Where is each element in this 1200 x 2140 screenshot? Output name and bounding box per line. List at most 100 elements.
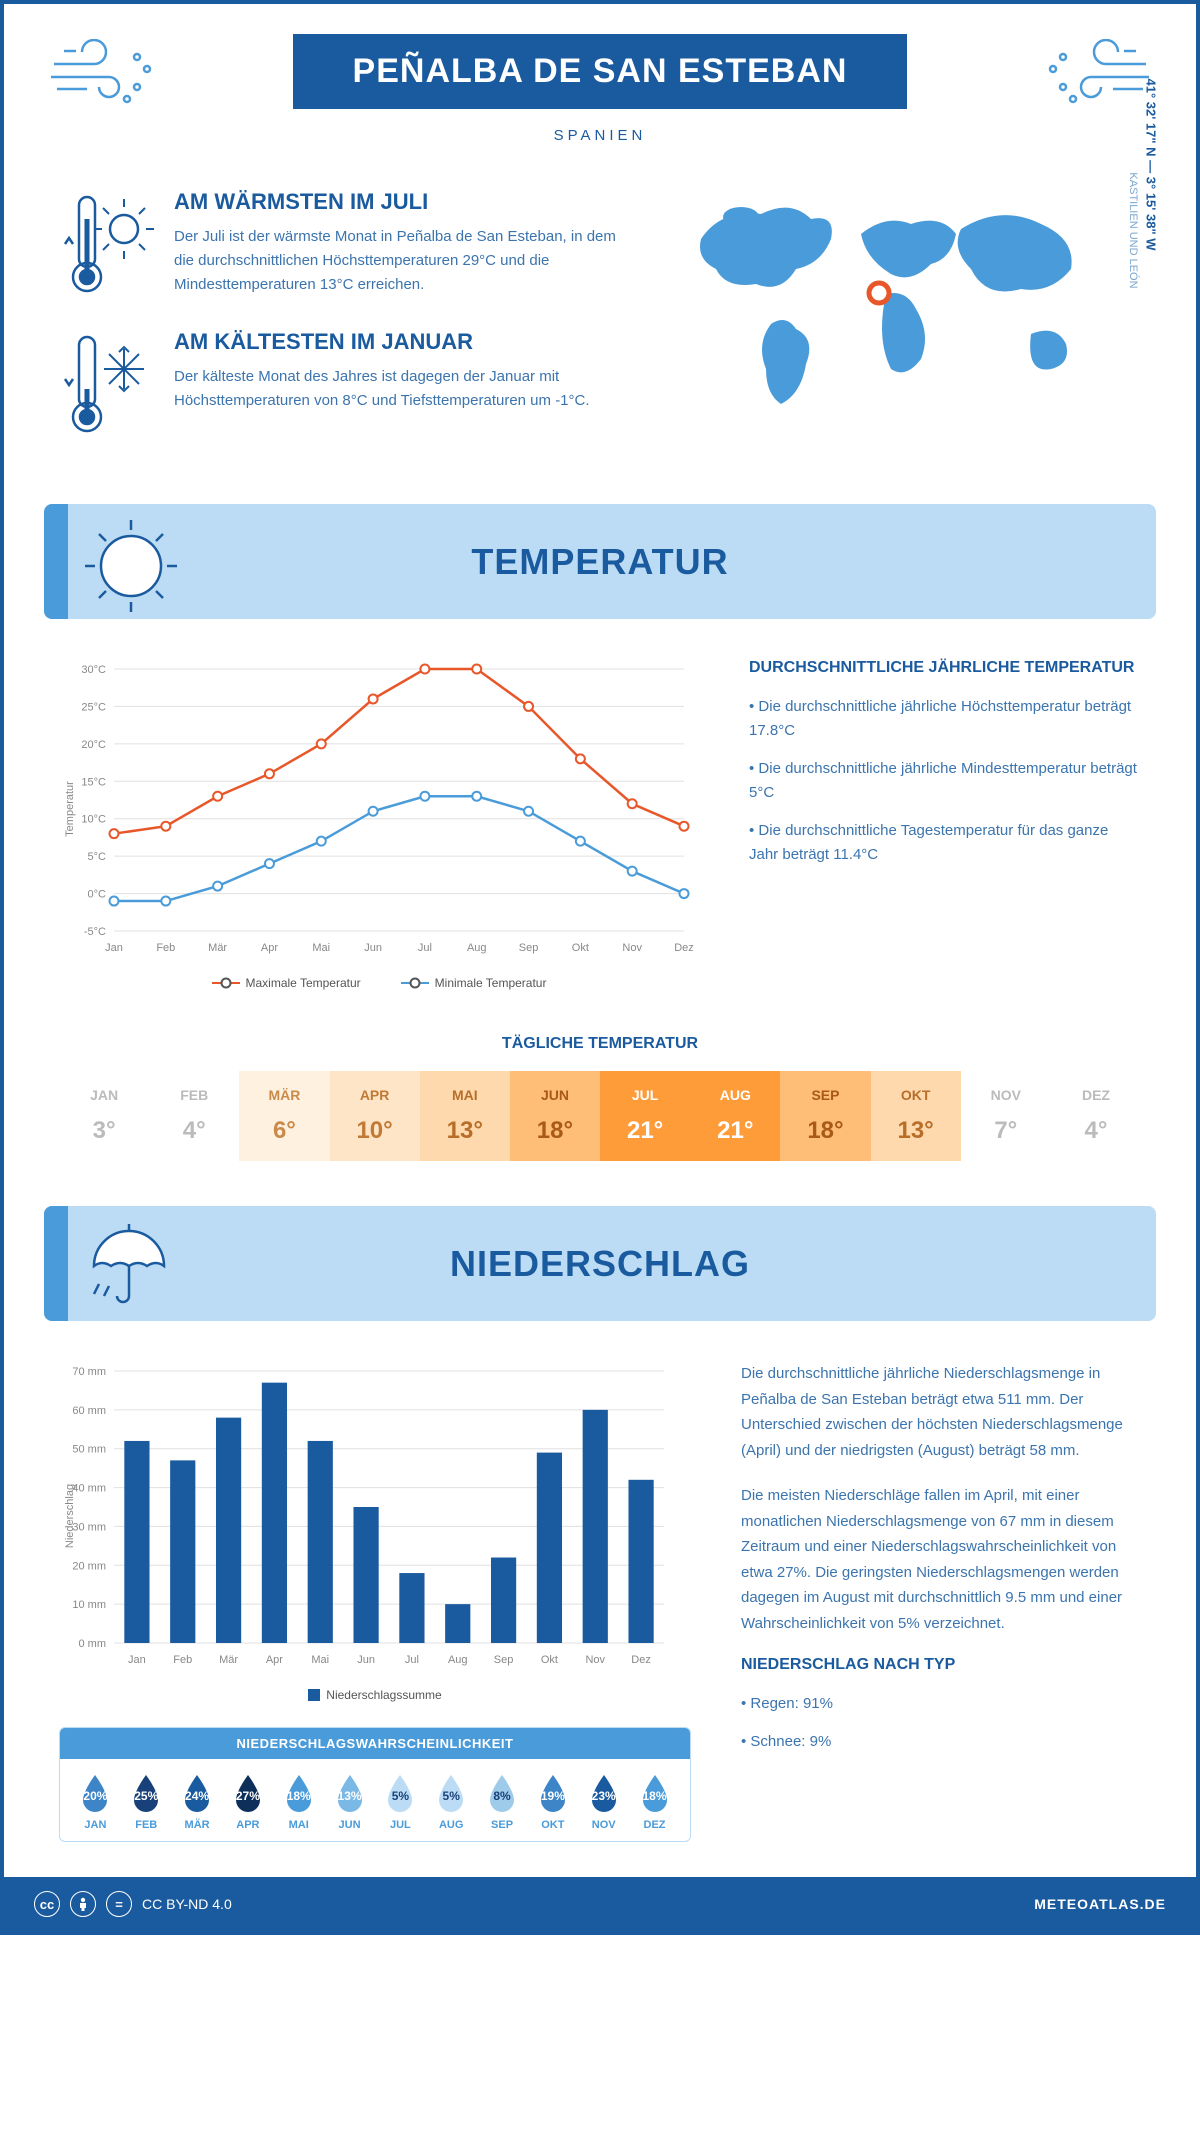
prob-cell: 25% FEB — [121, 1773, 172, 1831]
license-text: CC BY-ND 4.0 — [142, 1896, 232, 1912]
intro-text-column: AM WÄRMSTEN IM JULI Der Juli ist der wär… — [59, 189, 621, 469]
svg-text:Mär: Mär — [208, 942, 227, 954]
temperature-chart: -5°C0°C5°C10°C15°C20°C25°C30°CJanFebMärA… — [59, 659, 699, 990]
daily-temp-cell: DEZ4° — [1051, 1071, 1141, 1161]
prob-cell: 18% DEZ — [629, 1773, 680, 1831]
svg-text:Jun: Jun — [364, 942, 382, 954]
svg-text:Nov: Nov — [622, 942, 642, 954]
footer: cc = CC BY-ND 4.0 METEOATLAS.DE — [4, 1877, 1196, 1931]
coldest-text: Der kälteste Monat des Jahres ist dagege… — [174, 365, 621, 413]
svg-text:Mai: Mai — [312, 942, 330, 954]
by-icon — [70, 1891, 96, 1917]
svg-text:50 mm: 50 mm — [72, 1444, 106, 1456]
svg-text:Temperatur: Temperatur — [64, 781, 76, 837]
legend-max-label: Maximale Temperatur — [246, 976, 361, 990]
svg-text:Jun: Jun — [357, 1654, 375, 1666]
svg-text:70 mm: 70 mm — [72, 1366, 106, 1378]
svg-text:60 mm: 60 mm — [72, 1405, 106, 1417]
daily-temp-cell: JUN18° — [510, 1071, 600, 1161]
svg-text:20 mm: 20 mm — [72, 1560, 106, 1572]
svg-text:Apr: Apr — [261, 942, 278, 954]
brand: METEOATLAS.DE — [1034, 1896, 1166, 1912]
prob-cell: 23% NOV — [578, 1773, 629, 1831]
svg-text:30 mm: 30 mm — [72, 1521, 106, 1533]
svg-text:Jan: Jan — [105, 942, 123, 954]
svg-text:-5°C: -5°C — [84, 926, 106, 938]
daily-temp-cell: FEB4° — [149, 1071, 239, 1161]
svg-text:10 mm: 10 mm — [72, 1599, 106, 1611]
temperature-content: -5°C0°C5°C10°C15°C20°C25°C30°CJanFebMärA… — [4, 619, 1196, 1010]
license-block: cc = CC BY-ND 4.0 — [34, 1891, 232, 1917]
precipitation-probability-box: NIEDERSCHLAGSWAHRSCHEINLICHKEIT 20% JAN … — [59, 1727, 691, 1842]
precipitation-bar-chart: 0 mm 10 mm 20 mm 30 mm 40 mm 50 mm 60 mm 70 mm J… — [59, 1361, 679, 1671]
precipitation-charts: 0 mm 10 mm 20 mm 30 mm 40 mm 50 mm 60 mm 70 mm J… — [59, 1361, 691, 1842]
thermometer-cold-icon — [59, 329, 154, 439]
cc-icon: cc — [34, 1891, 60, 1917]
svg-text:20°C: 20°C — [81, 739, 106, 751]
prob-cell: 19% OKT — [527, 1773, 578, 1831]
precip-type-snow: • Schnee: 9% — [741, 1730, 1141, 1754]
coldest-block: AM KÄLTESTEN IM JANUAR Der kälteste Mona… — [59, 329, 621, 439]
prob-cell: 18% MAI — [273, 1773, 324, 1831]
svg-text:Okt: Okt — [541, 1654, 558, 1666]
page-title: PEÑALBA DE SAN ESTEBAN — [293, 34, 908, 109]
prob-cell: 24% MÄR — [172, 1773, 223, 1831]
precipitation-banner: NIEDERSCHLAG — [44, 1206, 1156, 1321]
infographic-page: PEÑALBA DE SAN ESTEBAN SPANIEN — [0, 0, 1200, 1935]
daily-temp-cell: MÄR6° — [239, 1071, 329, 1161]
prob-cell: 8% SEP — [477, 1773, 528, 1831]
precip-type-rain: • Regen: 91% — [741, 1692, 1141, 1716]
svg-text:30°C: 30°C — [81, 664, 106, 676]
svg-text:Okt: Okt — [572, 942, 589, 954]
daily-temp-cell: APR10° — [330, 1071, 420, 1161]
warmest-title: AM WÄRMSTEN IM JULI — [174, 189, 621, 215]
world-map-block: 41° 32' 17" N — 3° 15' 38" W KASTILIEN U… — [661, 189, 1141, 469]
header: PEÑALBA DE SAN ESTEBAN SPANIEN — [4, 4, 1196, 164]
svg-text:0 mm: 0 mm — [79, 1638, 107, 1650]
svg-text:Feb: Feb — [156, 942, 175, 954]
prob-cell: 5% AUG — [426, 1773, 477, 1831]
daily-temp-cell: MAI13° — [420, 1071, 510, 1161]
world-map-icon — [661, 189, 1121, 429]
umbrella-icon — [79, 1216, 179, 1316]
svg-text:15°C: 15°C — [81, 776, 106, 788]
temp-summary-title: DURCHSCHNITTLICHE JÄHRLICHE TEMPERATUR — [749, 659, 1141, 677]
precipitation-content: 0 mm 10 mm 20 mm 30 mm 40 mm 50 mm 60 mm 70 mm J… — [4, 1321, 1196, 1877]
svg-text:Sep: Sep — [519, 942, 539, 954]
svg-text:Dez: Dez — [674, 942, 694, 954]
temperature-banner: TEMPERATUR — [44, 504, 1156, 619]
precip-legend: Niederschlagssumme — [59, 1688, 691, 1702]
temperature-banner-title: TEMPERATUR — [471, 541, 728, 583]
precip-text: Die meisten Niederschläge fallen im Apri… — [741, 1483, 1141, 1636]
temp-bullet: • Die durchschnittliche jährliche Höchst… — [749, 695, 1141, 743]
coldest-title: AM KÄLTESTEN IM JANUAR — [174, 329, 621, 355]
temp-bullet: • Die durchschnittliche jährliche Mindes… — [749, 757, 1141, 805]
svg-text:40 mm: 40 mm — [72, 1483, 106, 1495]
warmest-text: Der Juli ist der wärmste Monat in Peñalb… — [174, 225, 621, 297]
svg-text:Aug: Aug — [448, 1654, 468, 1666]
prob-cell: 5% JUL — [375, 1773, 426, 1831]
precip-type-title: NIEDERSCHLAG NACH TYP — [741, 1656, 1141, 1674]
thermometer-hot-icon — [59, 189, 154, 299]
page-subtitle: SPANIEN — [44, 127, 1156, 144]
prob-cell: 20% JAN — [70, 1773, 121, 1831]
daily-temp-cell: AUG21° — [690, 1071, 780, 1161]
precip-text: Die durchschnittliche jährliche Niedersc… — [741, 1361, 1141, 1463]
svg-text:Apr: Apr — [266, 1654, 283, 1666]
svg-text:Niederschlag: Niederschlag — [64, 1484, 76, 1548]
warmest-block: AM WÄRMSTEN IM JULI Der Juli ist der wär… — [59, 189, 621, 299]
svg-text:Nov: Nov — [585, 1654, 605, 1666]
daily-temp-grid: JAN3°FEB4°MÄR6°APR10°MAI13°JUN18°JUL21°A… — [59, 1071, 1141, 1161]
daily-temp-cell: SEP18° — [780, 1071, 870, 1161]
daily-temp-title: TÄGLICHE TEMPERATUR — [4, 1035, 1196, 1053]
precip-legend-label: Niederschlagssumme — [326, 1688, 441, 1702]
prob-cell: 27% APR — [222, 1773, 273, 1831]
precipitation-summary: Die durchschnittliche jährliche Niedersc… — [741, 1361, 1141, 1842]
region-label: KASTILIEN UND LEÓN — [1127, 172, 1139, 288]
precipitation-banner-title: NIEDERSCHLAG — [450, 1243, 750, 1285]
coordinates: 41° 32' 17" N — 3° 15' 38" W — [1144, 79, 1159, 251]
svg-text:Mai: Mai — [311, 1654, 329, 1666]
svg-text:Jul: Jul — [418, 942, 432, 954]
daily-temp-cell: JAN3° — [59, 1071, 149, 1161]
daily-temp-cell: JUL21° — [600, 1071, 690, 1161]
